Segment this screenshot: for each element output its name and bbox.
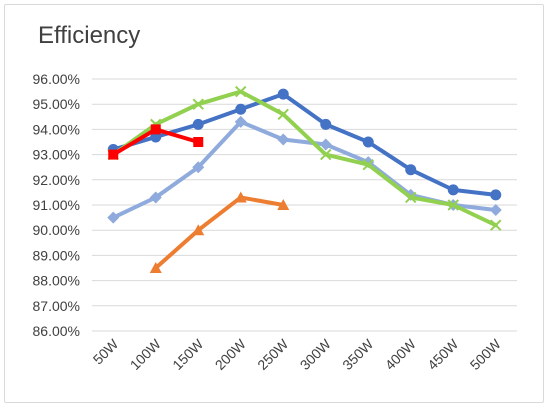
series-0-point [277,88,289,100]
series-0-point [490,189,502,201]
y-tick-label: 96.00% [33,71,80,87]
series-2-point [447,199,459,211]
series-3-point [192,224,205,236]
series-4-point [108,149,119,160]
x-tick-label: 400W [382,335,420,373]
series-1-point [277,133,290,146]
series-2-point [362,158,374,171]
x-tick-label: 150W [169,335,207,373]
series-2-point [320,148,332,161]
y-tick-label: 90.00% [33,222,80,238]
x-tick-label: 350W [339,335,377,373]
x-tick-label: 500W [467,335,505,373]
series-2-point [192,98,204,110]
series-0-point [405,164,417,176]
series-4-point [150,124,161,135]
x-tick-label: 50W [90,335,122,367]
y-tick-label: 95.00% [33,96,80,112]
series-0-point [235,103,247,115]
series-3-point [149,262,162,273]
series-2-point [235,85,247,98]
x-tick-label: 300W [297,335,335,373]
series-3-point [234,191,247,203]
series-1-point [234,115,247,128]
x-tick-label: 100W [127,335,165,373]
y-tick-label: 89.00% [33,247,80,263]
y-tick-label: 92.00% [33,172,80,188]
series-2-point [277,108,289,120]
series-1-point [107,211,120,224]
x-tick-label: 250W [254,335,292,373]
x-tick-label: 450W [424,335,462,373]
series-0-line [111,92,498,197]
series-3-line [153,195,286,270]
series-0-point [320,118,332,130]
series-2-point [405,191,417,204]
y-tick-label: 87.00% [33,298,80,314]
y-tick-label: 91.00% [33,197,80,213]
y-tick-label: 94.00% [33,121,80,137]
series-2-line [111,89,498,228]
y-tick-label: 86.00% [33,323,80,339]
y-tick-label: 93.00% [33,147,80,163]
series-1-point [489,204,502,217]
series-0-point [362,136,374,148]
series-1-point [192,161,205,174]
x-tick-label: 200W [212,335,250,373]
series-4-point [193,137,204,147]
series-1-point [319,138,332,151]
y-tick-label: 88.00% [33,273,80,289]
series-2-point [490,219,502,231]
series-1-point [149,191,162,204]
series-0-point [447,184,459,196]
series-3-point [277,199,290,210]
chart-title: Efficiency [38,22,141,49]
series-0-point [192,118,204,130]
